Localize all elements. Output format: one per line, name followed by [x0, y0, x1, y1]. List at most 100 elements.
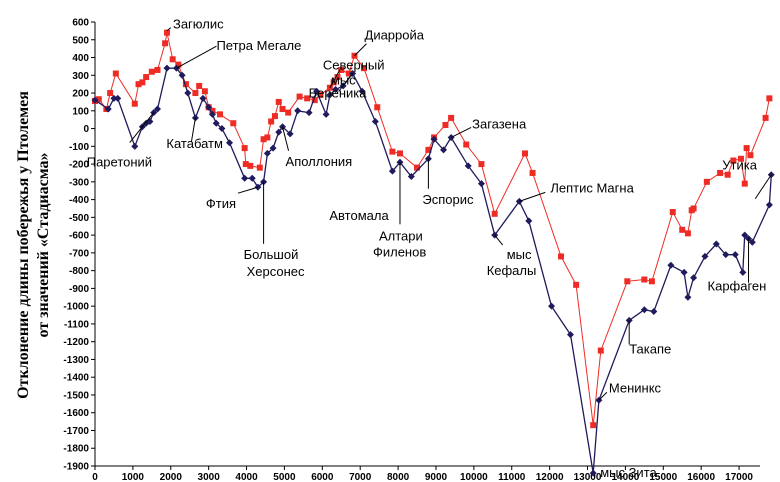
annotation-label: Аполлония: [286, 154, 353, 169]
data-point-blue: [225, 139, 233, 147]
data-point-red: [590, 422, 597, 429]
data-point-blue: [110, 94, 118, 102]
annotation-label: Загюлис: [173, 17, 224, 32]
annotation-label: мыс: [507, 247, 532, 262]
annotation-leader: [494, 234, 504, 246]
data-point-red: [463, 141, 470, 148]
data-point-red: [135, 81, 142, 88]
y-tick-label: -1800: [63, 444, 89, 455]
data-point-blue: [199, 94, 207, 102]
data-point-red: [679, 226, 686, 233]
annotation-label: Филенов: [373, 244, 426, 259]
x-tick-label: 4000: [235, 472, 258, 482]
data-point-red: [478, 161, 485, 168]
annotation-label: Алтари: [379, 228, 423, 243]
data-point-blue: [525, 217, 533, 225]
annotation-label: Береника: [309, 86, 368, 101]
data-point-red: [209, 107, 216, 114]
data-point-red: [241, 145, 248, 152]
data-point-red: [268, 118, 275, 125]
data-point-red: [641, 276, 648, 283]
x-tick-label: 11000: [498, 472, 526, 482]
data-point-red: [196, 82, 203, 89]
data-point-red: [317, 91, 324, 98]
annotation-leader: [329, 69, 341, 88]
data-point-blue: [332, 85, 340, 93]
annotation-leader: [754, 174, 772, 200]
y-tick-label: -200: [69, 160, 89, 171]
y-tick-label: 0: [83, 124, 89, 135]
data-point-blue: [248, 174, 256, 182]
x-tick-label: 1000: [122, 472, 145, 482]
data-point-blue: [294, 107, 302, 115]
data-point-red: [169, 56, 176, 63]
data-point-red: [703, 178, 710, 185]
x-tick-label: 6000: [311, 472, 334, 482]
annotation-leader: [354, 43, 367, 57]
y-tick-label: -1100: [64, 319, 89, 330]
data-point-blue: [205, 103, 213, 111]
data-point-red: [256, 164, 263, 171]
x-tick-label: 13000: [574, 472, 602, 482]
y-tick-label: -1400: [63, 373, 89, 384]
annotation-label: Катабатм: [166, 136, 223, 151]
data-point-red: [296, 93, 303, 100]
data-point-red: [717, 169, 724, 176]
data-point-red: [131, 100, 138, 107]
data-point-red: [112, 70, 119, 77]
data-point-red: [743, 145, 750, 152]
data-point-red: [148, 68, 155, 75]
data-point-blue: [741, 231, 749, 239]
data-point-blue: [154, 105, 162, 113]
data-point-red: [279, 106, 286, 113]
data-point-blue: [114, 94, 122, 102]
series-layer: [91, 29, 775, 477]
data-point-blue: [722, 251, 730, 259]
data-point-blue: [91, 96, 99, 104]
data-point-red: [573, 281, 580, 288]
data-point-red: [175, 61, 182, 68]
data-point-blue: [305, 109, 313, 117]
annotation-leader: [190, 117, 196, 142]
x-tick-label: 7000: [349, 472, 372, 482]
data-point-blue: [178, 71, 186, 79]
y-tick-label: -800: [69, 266, 89, 277]
x-tick-label: 10000: [460, 472, 488, 482]
data-point-red: [374, 104, 381, 111]
annotation-label: Херсонес: [247, 264, 305, 279]
data-point-red: [107, 90, 114, 97]
annotation-label: Фтия: [206, 196, 236, 211]
y-axis-title: Отклонение длины побережья у Птолемея от…: [15, 91, 52, 399]
annotation-label: Автомала: [329, 208, 389, 223]
y-axis-title-line-1: Отклонение длины побережья у Птолемея: [15, 91, 32, 399]
y-tick-label: -100: [69, 142, 89, 153]
data-point-red: [285, 109, 292, 116]
annotation-leader: [166, 27, 172, 32]
data-point-red: [724, 171, 731, 178]
data-point-red: [264, 134, 271, 141]
data-point-red: [762, 114, 769, 121]
annotation-label: Северный: [323, 58, 385, 73]
annotation-leader: [237, 186, 259, 194]
y-tick-label: -600: [69, 231, 89, 242]
data-point-blue: [739, 268, 747, 276]
annotations: Загюлис Петра Мегале Северный мыс Диарройа Па…: [87, 17, 772, 480]
data-point-red: [163, 29, 170, 36]
data-point-blue: [712, 240, 720, 248]
data-point-red: [192, 90, 199, 97]
data-point-blue: [326, 91, 334, 99]
y-tick-label: 500: [72, 35, 89, 46]
x-tick-label: 0: [92, 472, 98, 482]
data-point-blue: [269, 144, 277, 152]
x-tick-label: 12000: [536, 472, 564, 482]
data-point-blue: [430, 135, 438, 143]
x-tick-label: 2000: [160, 472, 183, 482]
data-point-blue: [440, 146, 448, 154]
data-point-red: [182, 81, 189, 88]
y-tick-label: 400: [72, 53, 89, 64]
annotation-label: Большой: [244, 247, 299, 262]
data-point-red: [690, 205, 697, 212]
data-point-red: [669, 209, 676, 216]
data-point-red: [442, 122, 449, 129]
